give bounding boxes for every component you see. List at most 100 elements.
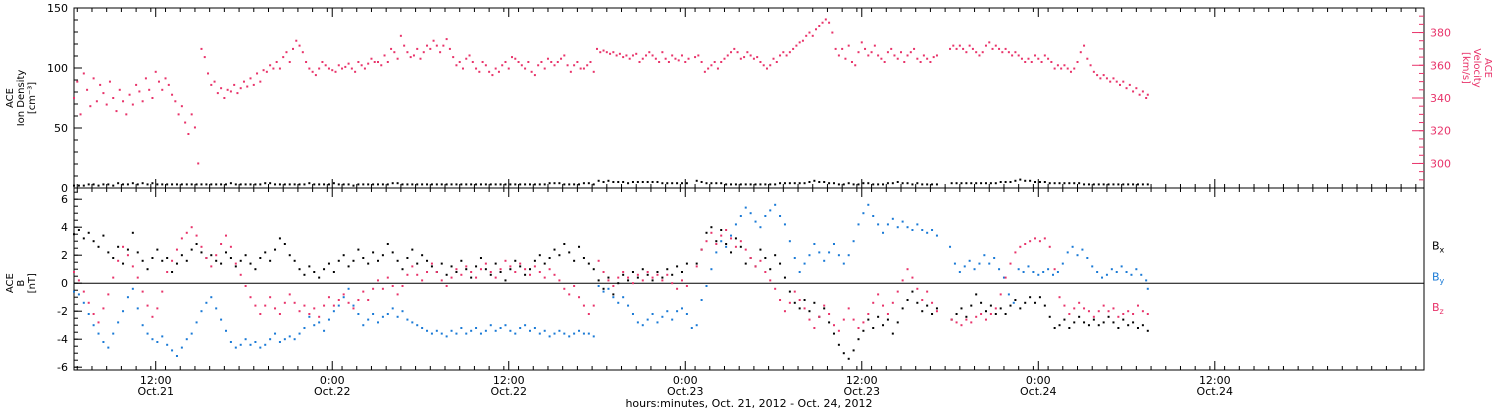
density-point xyxy=(749,183,752,186)
velocity-point xyxy=(357,61,360,63)
density-point xyxy=(852,183,855,186)
velocity-point xyxy=(1083,44,1086,47)
bx-point xyxy=(141,259,144,262)
density-point xyxy=(342,183,345,186)
bx-point xyxy=(617,282,620,285)
density-point xyxy=(254,183,257,186)
by-point xyxy=(877,223,880,226)
density-point xyxy=(901,182,904,185)
bz-point xyxy=(779,299,782,301)
bx-point xyxy=(396,259,399,262)
density-point xyxy=(803,182,806,185)
bz-point xyxy=(161,290,164,293)
bx-point xyxy=(460,259,463,262)
velocity-point xyxy=(896,57,899,60)
density-point xyxy=(715,182,718,185)
velocity-point xyxy=(321,61,324,63)
by-point xyxy=(87,313,90,315)
by-point xyxy=(759,226,762,229)
bx-point xyxy=(455,271,458,273)
density-tick-label: 150 xyxy=(47,2,68,15)
by-point xyxy=(391,307,394,310)
bz-point xyxy=(548,268,551,271)
bz-point xyxy=(278,313,281,315)
velocity-point xyxy=(1050,61,1053,63)
velocity-point xyxy=(1007,51,1010,54)
velocity-point xyxy=(305,61,308,63)
bz-point xyxy=(730,237,733,240)
density-point xyxy=(886,182,889,185)
velocity-point xyxy=(1089,64,1092,67)
by-point xyxy=(705,285,708,287)
velocity-point xyxy=(1040,61,1043,63)
velocity-point xyxy=(726,54,729,57)
by-point xyxy=(136,307,139,310)
density-point xyxy=(205,183,208,186)
by-point xyxy=(205,301,208,304)
velocity-point xyxy=(962,47,965,50)
legend-by: By xyxy=(1432,270,1445,285)
bx-point xyxy=(234,265,237,268)
velocity-point xyxy=(161,88,164,91)
bz-point xyxy=(264,304,267,307)
by-point xyxy=(651,313,654,315)
bx-point xyxy=(249,262,252,265)
density-point xyxy=(1132,183,1135,186)
by-series xyxy=(73,203,1149,357)
bz-point xyxy=(489,271,492,273)
velocity-point xyxy=(89,105,92,108)
by-point xyxy=(161,335,164,338)
bz-point xyxy=(921,299,924,301)
velocity-point xyxy=(841,47,844,50)
by-point xyxy=(926,231,929,234)
bx-point xyxy=(891,332,894,335)
density-point xyxy=(970,182,973,185)
by-point xyxy=(568,335,571,338)
bx-point xyxy=(122,262,125,265)
by-point xyxy=(627,304,630,307)
density-point xyxy=(754,183,757,186)
velocity-point xyxy=(200,47,203,50)
velocity-point xyxy=(1020,57,1023,60)
bx-point xyxy=(92,240,95,243)
velocity-point xyxy=(491,74,494,77)
density-point xyxy=(612,181,615,183)
bx-point xyxy=(641,268,644,271)
bz-point xyxy=(499,268,502,271)
bx-point xyxy=(494,262,497,265)
density-point xyxy=(783,182,786,185)
by-point xyxy=(774,203,777,206)
velocity-point xyxy=(792,47,795,50)
bx-point xyxy=(102,234,105,237)
density-point xyxy=(1034,181,1037,183)
bz-point xyxy=(685,285,688,287)
by-point xyxy=(734,223,737,226)
density-point xyxy=(989,182,992,185)
velocity-point xyxy=(788,51,791,54)
bz-point xyxy=(877,293,880,296)
b-axis-label-line: [nT] xyxy=(27,273,38,293)
velocity-point xyxy=(658,61,661,63)
velocity-point xyxy=(442,44,445,47)
velocity-point xyxy=(582,67,585,70)
velocity-point xyxy=(128,93,131,96)
density-point xyxy=(1019,178,1022,181)
bz-point xyxy=(631,282,634,285)
by-point xyxy=(847,254,850,257)
bz-point xyxy=(416,273,419,276)
velocity-point xyxy=(1105,77,1108,80)
by-point xyxy=(1105,273,1108,276)
bx-point xyxy=(578,245,581,248)
density-point xyxy=(411,183,414,186)
bx-point xyxy=(381,254,384,257)
bz-point xyxy=(141,290,144,293)
density-point xyxy=(440,183,443,186)
by-point xyxy=(1115,271,1118,273)
velocity-point xyxy=(981,51,984,54)
bx-point xyxy=(597,279,600,282)
density-point xyxy=(475,183,478,186)
date-tick-label: Oct.21 xyxy=(137,385,174,398)
velocity-point xyxy=(935,54,938,57)
density-point xyxy=(837,183,840,186)
velocity-point xyxy=(654,57,657,60)
